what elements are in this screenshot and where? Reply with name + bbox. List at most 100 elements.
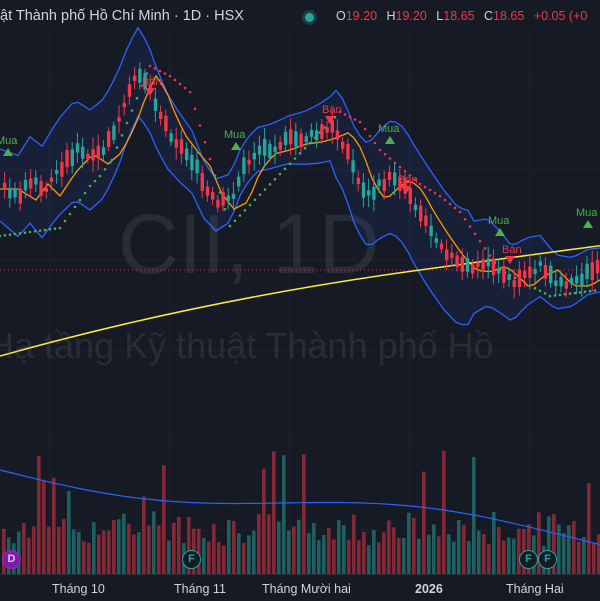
candle-body xyxy=(569,277,574,284)
candle-body xyxy=(216,199,220,208)
time-axis-label: Tháng 11 xyxy=(174,582,226,596)
candle-body xyxy=(96,145,100,159)
buy-signal-label: Mua xyxy=(378,123,400,135)
volume-bar xyxy=(142,496,146,574)
volume-bar xyxy=(42,480,46,574)
bollinger-fill xyxy=(0,27,600,325)
candle-body xyxy=(60,162,64,177)
candle-body xyxy=(419,205,423,222)
volume-bar xyxy=(302,454,306,574)
volume-bar xyxy=(567,525,571,574)
sell-signal-icon xyxy=(505,256,515,264)
buy-signal-icon xyxy=(495,228,505,236)
volume-bars xyxy=(0,450,600,574)
sar-dot xyxy=(343,113,347,116)
sar-dot xyxy=(108,161,112,164)
volume-bar xyxy=(332,539,336,574)
volume-bar xyxy=(387,520,391,574)
sar-dot xyxy=(573,291,577,295)
candle-body xyxy=(575,276,579,284)
volume-bar xyxy=(582,537,586,574)
candle-body xyxy=(226,195,230,201)
sar-dot xyxy=(543,292,547,295)
volume-bar xyxy=(87,542,91,574)
candle-body xyxy=(263,139,267,156)
sar-dot xyxy=(3,234,7,237)
financial-event-badge[interactable]: F xyxy=(519,550,538,569)
candlesticks[interactable] xyxy=(3,62,600,299)
candle-body xyxy=(112,125,116,141)
sar-dot xyxy=(408,174,412,177)
volume-bar xyxy=(52,477,56,574)
volume-bar xyxy=(187,516,191,574)
volume-bar xyxy=(147,525,151,574)
volume-bar xyxy=(527,524,531,574)
volume-bar xyxy=(107,530,111,574)
financial-event-badge[interactable]: F xyxy=(182,550,201,569)
close-value: 18.65 xyxy=(493,9,525,23)
sar-dot xyxy=(73,205,77,209)
financial-event-badge[interactable]: F xyxy=(538,550,557,569)
volume-bar xyxy=(447,534,451,574)
sar-dot xyxy=(173,78,177,82)
sar-dot xyxy=(130,109,134,112)
time-axis-label: Tháng 10 xyxy=(52,582,105,596)
candle-body xyxy=(439,243,444,250)
sar-dot xyxy=(125,121,129,125)
sar-dot xyxy=(378,148,382,152)
candle-body xyxy=(413,204,418,211)
sar-dot xyxy=(98,174,102,178)
volume-bar xyxy=(262,468,266,574)
sar-dot xyxy=(148,64,152,68)
sar-dot xyxy=(563,292,567,296)
sar-dot xyxy=(588,289,592,293)
sar-dot xyxy=(308,141,312,145)
candle-body xyxy=(231,193,236,199)
candle-body xyxy=(507,274,511,280)
candle-body xyxy=(278,142,282,150)
candle-body xyxy=(164,115,168,132)
sar-dot xyxy=(58,226,62,230)
volume-bar xyxy=(297,519,301,574)
sar-dot xyxy=(358,120,362,124)
candle-body xyxy=(268,143,272,158)
sar-dot xyxy=(348,115,352,119)
candle-body xyxy=(34,177,38,185)
volume-bar xyxy=(377,542,381,574)
volume-bar xyxy=(217,542,221,574)
volume-bar xyxy=(152,511,156,574)
volume-bar xyxy=(317,540,321,574)
volume-bar xyxy=(222,545,226,574)
volume-bar xyxy=(437,536,441,574)
volume-bar xyxy=(67,491,71,574)
ma-slow-line xyxy=(0,244,600,357)
volume-bar xyxy=(392,527,396,574)
sar-dot xyxy=(78,198,82,202)
sell-signal-label: Bán xyxy=(502,244,522,256)
symbol-title[interactable]: ật Thành phố Hồ Chí Minh · 1D · HSX xyxy=(0,8,244,24)
candle-body xyxy=(580,273,584,286)
candle-body xyxy=(502,266,506,283)
volume-bar xyxy=(587,483,591,574)
candle-body xyxy=(13,188,17,198)
candle-body xyxy=(325,127,329,133)
candle-body xyxy=(70,149,74,166)
candle-body xyxy=(564,281,568,289)
volume-bar xyxy=(572,521,576,574)
candle-body xyxy=(497,268,501,274)
volume-bar xyxy=(252,530,256,574)
dividend-event-badge[interactable]: D xyxy=(2,550,21,569)
candle-body xyxy=(117,117,121,122)
candle-body xyxy=(445,249,449,261)
sar-dot xyxy=(238,214,242,217)
sar-dot xyxy=(208,157,212,161)
candle-body xyxy=(554,280,558,286)
sar-dot xyxy=(568,292,572,295)
sar-dot xyxy=(433,191,437,195)
sar-dot xyxy=(203,141,207,144)
candle-body xyxy=(247,159,251,165)
candle-body xyxy=(153,98,158,111)
time-axis[interactable]: Tháng 10 Tháng 11 Tháng Mười hai 2026 Th… xyxy=(0,574,600,601)
volume-bar xyxy=(82,541,86,574)
